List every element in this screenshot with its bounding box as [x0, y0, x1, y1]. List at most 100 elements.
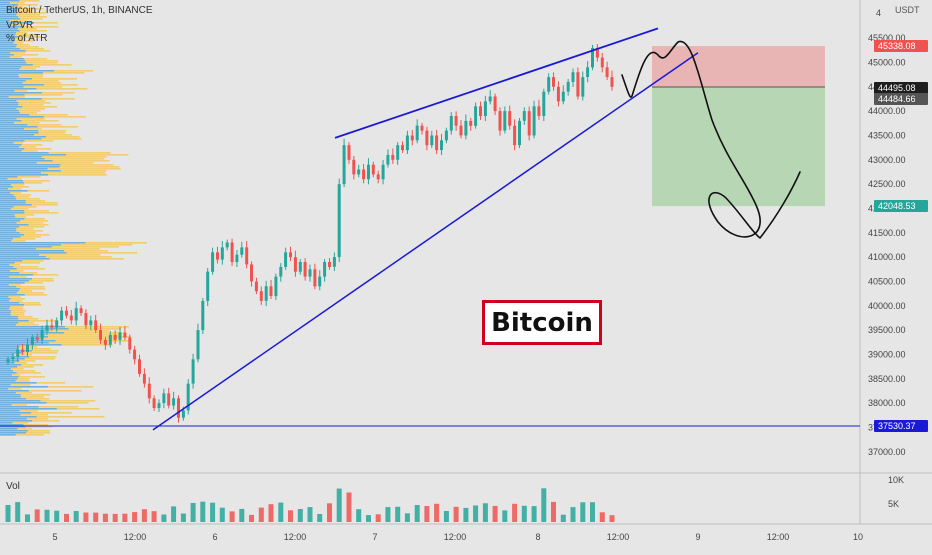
volume-bar	[25, 514, 30, 522]
time-tick: 8	[535, 532, 540, 542]
volume-profile-bar-blue	[0, 382, 37, 384]
volume-profile-bar-yellow	[7, 178, 22, 180]
volume-profile-bar-blue	[0, 434, 16, 436]
volume-profile-bar-blue	[0, 194, 14, 196]
volume-profile-bar-yellow	[33, 274, 59, 276]
volume-profile-bar-blue	[0, 24, 12, 26]
volume-profile-bar-yellow	[18, 348, 51, 350]
time-tick: 12:00	[607, 532, 630, 542]
candle-body	[469, 120, 473, 126]
volume-bar	[570, 507, 576, 522]
volume-profile-bar-yellow	[8, 188, 22, 190]
candle-body	[167, 393, 171, 406]
volume-profile-bar-yellow	[21, 150, 38, 152]
volume-profile-bar-blue	[0, 38, 15, 40]
candle-body	[464, 120, 468, 136]
volume-profile-bar-yellow	[11, 24, 25, 26]
candle-body	[250, 264, 253, 282]
volume-profile-bar-blue	[0, 376, 19, 378]
volume-profile-bar-blue	[0, 190, 28, 192]
volume-profile-bar-blue	[0, 332, 64, 334]
volume-profile-bar-blue	[0, 84, 45, 86]
volume-profile-bar-yellow	[25, 50, 51, 52]
volume-profile-bar-yellow	[8, 284, 21, 286]
candle-body	[74, 308, 78, 321]
volume-profile-bar-blue	[0, 80, 26, 82]
volume-profile-bar-blue	[0, 74, 19, 76]
volume-profile-bar-blue	[0, 338, 40, 340]
volume-profile-bar-yellow	[18, 376, 45, 378]
volume-profile-bar-yellow	[40, 338, 115, 340]
volume-profile-bar-blue	[0, 58, 25, 60]
volume-profile-bar-blue	[0, 226, 20, 228]
volume-profile-bar-blue	[0, 120, 22, 122]
candle-body	[367, 164, 370, 180]
candle-body	[318, 276, 322, 287]
volume-profile-bar-blue	[0, 116, 44, 118]
volume-profile-bar-blue	[0, 228, 17, 230]
volume-bar	[590, 502, 595, 522]
volume-profile-bar-yellow	[26, 418, 49, 420]
volume-profile-bar-blue	[0, 146, 20, 148]
volume-profile-bar-yellow	[19, 146, 36, 148]
volume-profile-bar-blue	[0, 34, 16, 36]
volume-profile-bar-blue	[0, 320, 29, 322]
volume-profile-bar-blue	[0, 114, 30, 116]
indicator-atr[interactable]: % of ATR	[6, 33, 48, 44]
candle-body	[342, 145, 346, 185]
volume-profile-bar-yellow	[27, 430, 50, 432]
candle-body	[479, 106, 482, 116]
volume-profile-bar-yellow	[48, 342, 107, 344]
candle-body	[493, 96, 497, 112]
volume-profile-bar-blue	[0, 78, 33, 80]
volume-profile-bar-yellow	[15, 434, 44, 436]
volume-profile-bar-yellow	[38, 406, 79, 408]
volume-profile-bar-yellow	[10, 298, 25, 300]
candle-body	[55, 320, 59, 328]
volume-profile-bar-blue	[0, 324, 16, 326]
volume-profile-bar-blue	[0, 302, 20, 304]
volume-profile-bar-yellow	[23, 180, 50, 182]
volume-bar	[307, 507, 313, 522]
volume-profile-bar-yellow	[24, 304, 42, 306]
volume-profile-bar-yellow	[48, 336, 131, 338]
volume-profile-bar-yellow	[27, 124, 62, 126]
volume-bar	[443, 511, 449, 522]
volume-profile-bar-yellow	[17, 366, 34, 368]
volume-bar	[327, 503, 332, 522]
indicator-vpvr[interactable]: VPVR	[6, 20, 34, 31]
volume-profile-bar-blue	[0, 352, 24, 354]
volume-profile-bar-yellow	[17, 428, 32, 430]
volume-profile-bar-yellow	[18, 16, 47, 18]
volume-profile-bar-yellow	[12, 186, 29, 188]
volume-profile-bar-blue	[0, 396, 21, 398]
volume-profile-bar-yellow	[18, 290, 32, 292]
volume-bar	[492, 505, 498, 522]
candle-body	[79, 308, 83, 314]
volume-profile-bar-yellow	[23, 26, 59, 28]
volume-profile-bar-yellow	[14, 54, 39, 56]
candle-body	[498, 111, 502, 131]
volume-profile-bar-yellow	[8, 96, 25, 98]
volume-profile-bar-yellow	[43, 72, 85, 74]
volume-bar	[5, 505, 11, 522]
volume-profile-bar-blue	[0, 286, 17, 288]
volume-profile-bar-yellow	[19, 272, 38, 274]
volume-profile-bar-yellow	[34, 22, 58, 24]
volume-profile-bar-blue	[0, 72, 43, 74]
volume-profile-bar-blue	[0, 172, 42, 174]
volume-profile-bar-yellow	[10, 2, 25, 4]
volume-profile-bar-yellow	[20, 288, 46, 290]
candle-body	[103, 339, 107, 345]
candle-body	[420, 125, 424, 131]
volume-profile-bar-yellow	[11, 310, 26, 312]
volume-profile-bar-blue	[0, 88, 37, 90]
volume-profile-bar-blue	[0, 384, 11, 386]
volume-profile-bar-yellow	[44, 158, 104, 160]
volume-profile-bar-blue	[0, 2, 11, 4]
volume-profile-bar-yellow	[26, 398, 50, 400]
volume-profile-bar-yellow	[19, 76, 43, 78]
volume-profile-bar-yellow	[41, 98, 75, 100]
